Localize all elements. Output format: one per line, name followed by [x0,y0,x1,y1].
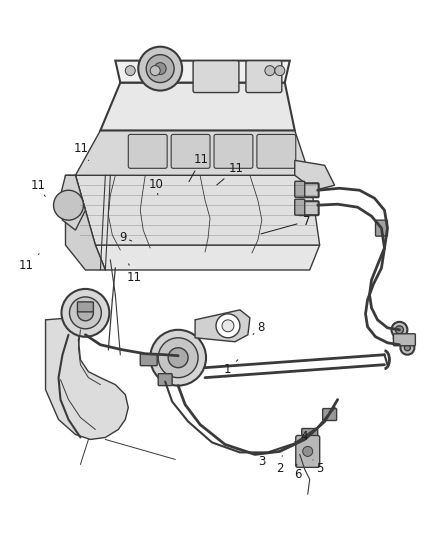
Polygon shape [75,175,320,245]
Circle shape [70,297,101,329]
Text: 9: 9 [119,231,132,244]
Polygon shape [66,175,106,270]
Polygon shape [295,160,335,190]
Circle shape [154,63,166,75]
Text: 10: 10 [148,177,163,195]
FancyBboxPatch shape [299,201,319,215]
Text: 11: 11 [74,142,89,160]
FancyBboxPatch shape [375,220,388,236]
Circle shape [222,320,234,332]
Circle shape [265,66,275,76]
Text: 11: 11 [18,254,39,272]
Polygon shape [46,318,128,439]
FancyBboxPatch shape [78,302,93,312]
Circle shape [78,305,93,321]
Circle shape [392,322,407,338]
FancyBboxPatch shape [171,134,210,168]
FancyBboxPatch shape [214,134,253,168]
Circle shape [125,66,135,76]
Text: 5: 5 [313,460,323,475]
FancyBboxPatch shape [140,354,157,366]
Polygon shape [95,245,320,270]
Circle shape [400,341,414,355]
FancyBboxPatch shape [393,334,415,346]
Text: 7: 7 [261,215,310,234]
Text: 11: 11 [189,152,209,182]
Circle shape [396,326,403,334]
Text: 4: 4 [295,430,308,443]
FancyBboxPatch shape [295,199,305,215]
Polygon shape [75,131,310,175]
Circle shape [150,330,206,385]
FancyBboxPatch shape [296,435,320,467]
Polygon shape [195,310,250,342]
Circle shape [150,66,160,76]
FancyBboxPatch shape [299,183,319,197]
Text: 2: 2 [276,456,284,475]
Circle shape [303,447,313,456]
FancyBboxPatch shape [193,61,239,93]
Text: 1: 1 [224,360,238,376]
FancyBboxPatch shape [295,181,305,197]
Text: 11: 11 [217,161,244,185]
FancyBboxPatch shape [323,409,337,421]
Circle shape [168,348,188,368]
FancyBboxPatch shape [246,61,282,93]
Text: 8: 8 [253,320,264,335]
Text: 3: 3 [258,452,270,468]
FancyBboxPatch shape [257,134,296,168]
Polygon shape [100,83,295,131]
Circle shape [146,55,174,83]
FancyBboxPatch shape [158,374,172,385]
Text: 6: 6 [294,464,301,481]
Polygon shape [115,61,290,83]
FancyBboxPatch shape [128,134,167,168]
Circle shape [138,47,182,91]
Text: 11: 11 [30,179,45,196]
Circle shape [158,338,198,378]
Circle shape [216,314,240,338]
FancyBboxPatch shape [393,324,406,340]
Text: 11: 11 [126,264,141,284]
Circle shape [53,190,83,220]
Circle shape [275,66,285,76]
Circle shape [61,289,110,337]
Polygon shape [60,175,85,230]
Circle shape [404,345,410,351]
FancyBboxPatch shape [302,429,318,440]
